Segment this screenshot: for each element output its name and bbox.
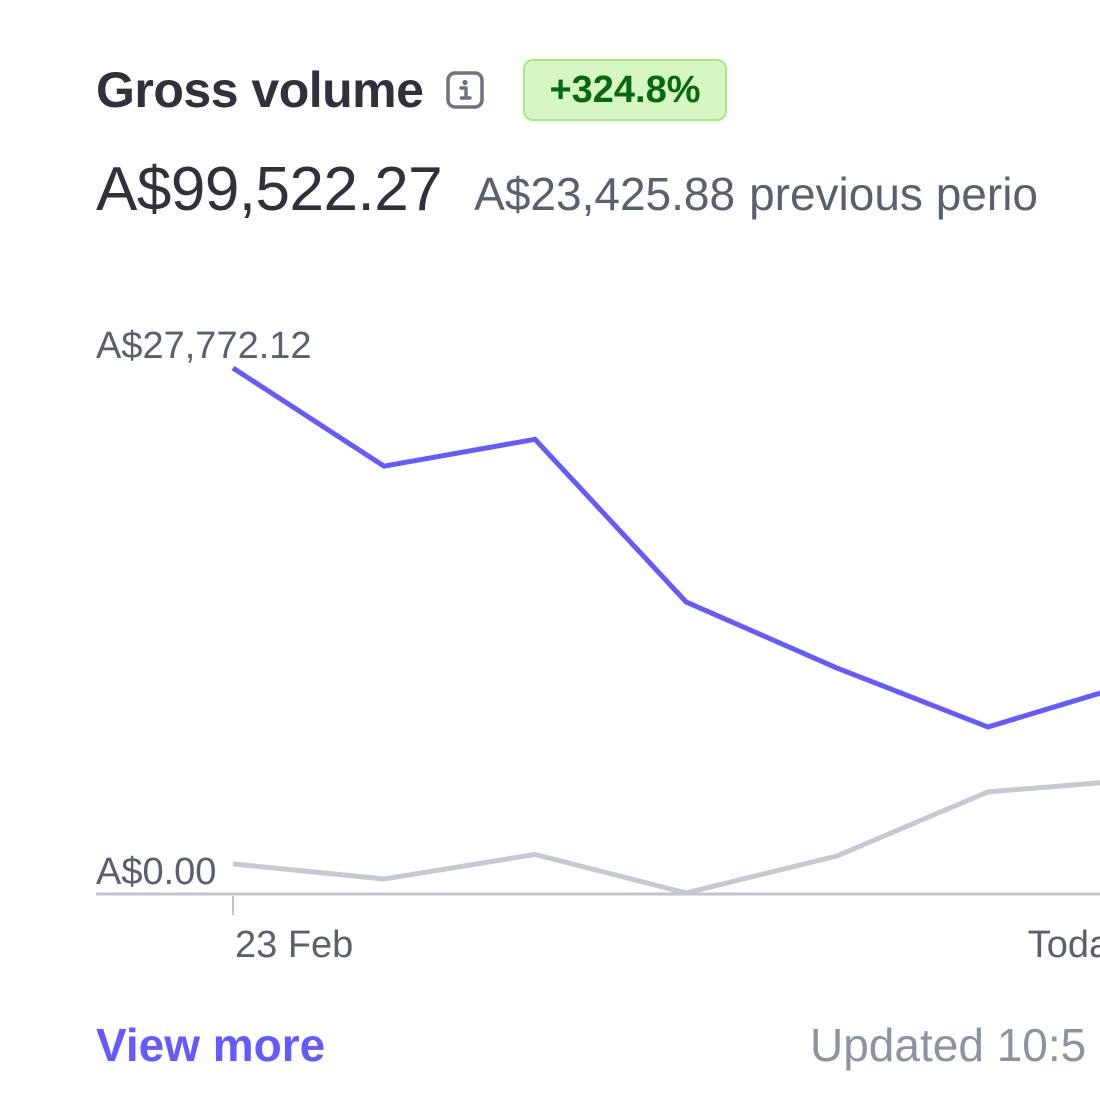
previous-label: previous perio — [749, 168, 1038, 220]
summary-row: A$99,522.27 A$23,425.88 previous perio — [96, 154, 1038, 234]
total-amount: A$99,522.27 — [96, 155, 443, 224]
view-more-link[interactable]: View more — [96, 1019, 326, 1071]
previous-amount: A$23,425.88 — [474, 168, 736, 220]
info-icon[interactable] — [445, 70, 485, 110]
change-badge: +324.8% — [523, 59, 727, 121]
info-icon-glyph — [446, 71, 485, 109]
y-axis-max-label: A$27,772.12 — [96, 325, 312, 367]
x-axis-tick-label: 23 Feb — [235, 924, 353, 966]
y-axis-min-label: A$0.00 — [96, 851, 216, 893]
updated-timestamp: Updated 10:5 — [810, 1019, 1087, 1071]
card-title: Gross volume — [96, 62, 424, 118]
current-period-line — [231, 365, 1100, 730]
x-axis-tick-label: Toda — [1028, 924, 1100, 966]
line-chart: A$27,772.12 A$0.00 23 Feb Toda — [96, 325, 1100, 966]
header-row: Gross volume +324.8% — [96, 58, 727, 122]
previous-period-line — [232, 780, 1100, 896]
